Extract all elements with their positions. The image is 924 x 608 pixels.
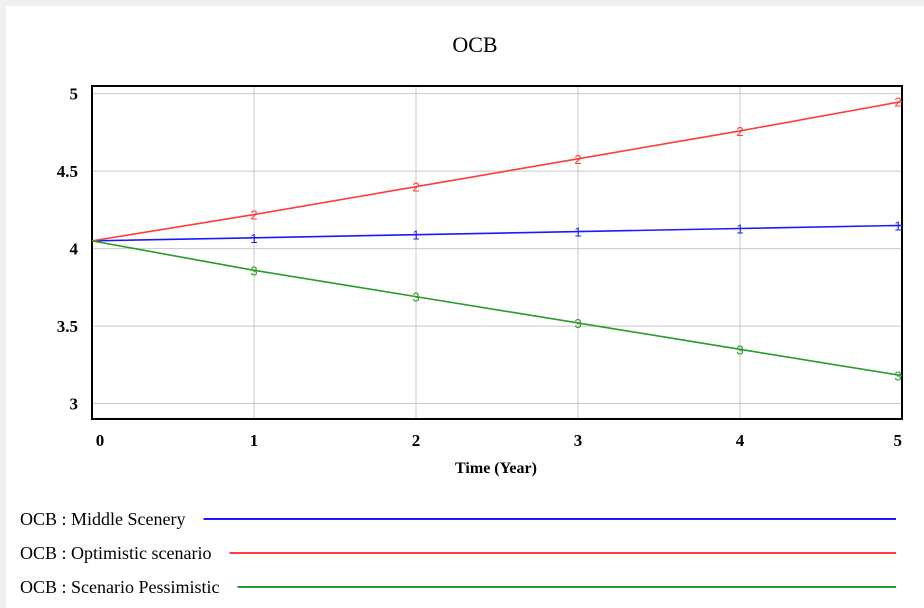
data-point-marker: 1 — [412, 228, 419, 243]
data-point-marker: 2 — [736, 124, 743, 139]
series-line — [91, 224, 903, 242]
legend: OCB : Middle Scenery OCB : Optimistic sce… — [20, 509, 896, 597]
data-point-marker: 2 — [250, 208, 257, 223]
x-tick-label: 4 — [736, 431, 745, 450]
x-tick-label: 0 — [96, 431, 105, 450]
x-axis-label: Time (Year) — [455, 460, 537, 477]
series-layer: 1 1 1 1 1 2 2 2 2 2 3 3 3 3 3 — [91, 94, 903, 384]
chart-title: OCB — [452, 32, 497, 57]
legend-label: OCB : Optimistic scenario — [20, 543, 211, 563]
y-axis-ticks: 5 4.5 4 3.5 3 — [57, 85, 79, 414]
y-tick-label: 3.5 — [57, 317, 78, 336]
legend-label: OCB : Scenario Pessimistic — [20, 577, 220, 597]
x-tick-label: 1 — [250, 431, 259, 450]
y-tick-label: 5 — [70, 85, 79, 104]
series-line — [91, 100, 903, 242]
data-point-marker: 2 — [894, 94, 901, 109]
series-1: 1 1 1 1 1 — [91, 218, 903, 246]
data-point-marker: 3 — [412, 290, 419, 305]
x-tick-label: 3 — [574, 431, 583, 450]
y-tick-label: 4.5 — [57, 162, 78, 181]
series-3: 3 3 3 3 3 — [91, 240, 903, 384]
x-tick-label: 2 — [412, 431, 421, 450]
data-point-marker: 1 — [574, 225, 581, 240]
data-point-marker: 2 — [574, 152, 581, 167]
data-point-marker: 3 — [736, 342, 743, 357]
x-axis-ticks: 0 1 2 3 4 5 — [96, 431, 902, 450]
y-tick-label: 3 — [70, 395, 79, 414]
data-point-marker: 3 — [894, 369, 901, 384]
x-tick-label: 5 — [894, 431, 903, 450]
data-point-marker: 1 — [736, 221, 743, 236]
data-point-marker: 2 — [412, 180, 419, 195]
legend-label: OCB : Middle Scenery — [20, 509, 185, 529]
grid-lines — [92, 86, 902, 419]
y-tick-label: 4 — [70, 240, 79, 259]
series-2: 2 2 2 2 2 — [91, 94, 903, 242]
data-point-marker: 1 — [250, 231, 257, 246]
data-point-marker: 3 — [574, 316, 581, 331]
series-line — [91, 240, 903, 377]
data-point-marker: 3 — [250, 263, 257, 278]
plot-frame — [91, 85, 903, 420]
data-point-marker: 1 — [894, 218, 901, 233]
